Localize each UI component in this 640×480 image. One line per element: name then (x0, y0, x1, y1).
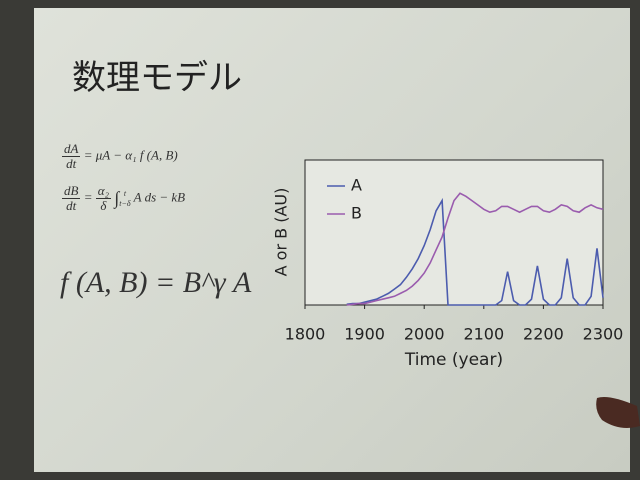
equation-rhs: A ds − kB (133, 189, 186, 205)
plot-area (304, 159, 604, 306)
equation: f (A, B) = B^γ A (60, 266, 252, 299)
x-tick-label: 2000 (404, 325, 445, 344)
limits: t t−δ (119, 189, 130, 209)
equation: dB dt = α₂ δ ∫ t t−δ A ds − kB (62, 184, 185, 213)
denominator: δ (100, 198, 107, 213)
hand (596, 397, 640, 428)
equals: = (83, 189, 93, 205)
legend-label: B (351, 204, 362, 223)
denominator: dt (66, 198, 77, 213)
numerator: dA (62, 141, 81, 157)
lower-limit: t−δ (119, 198, 131, 208)
slide-title: 数理モデル (72, 58, 242, 98)
fraction: α₂ δ (95, 183, 112, 213)
fraction: dA dt (62, 141, 81, 171)
x-tick-label: 2300 (583, 325, 624, 344)
fraction: dB dt (62, 183, 81, 213)
denominator: dt (66, 156, 77, 171)
series-line (346, 197, 604, 306)
legend-label: A (351, 176, 362, 195)
x-tick-label: 1800 (285, 325, 326, 344)
x-tick-label: 2100 (463, 325, 504, 344)
y-axis-title: A or B (AU) (272, 188, 291, 277)
numerator: α₂ (95, 183, 112, 199)
x-tick-label: 1900 (344, 325, 385, 344)
numerator: dB (62, 183, 81, 199)
x-tick-label: 2200 (523, 325, 564, 344)
upper-limit: t (123, 188, 127, 198)
x-axis-title: Time (year) (404, 350, 503, 370)
integral: ∫ (114, 188, 120, 208)
equation-rhs: = μA − α₁ f (A, B) (83, 147, 178, 163)
equation: dA dt = μA − α₁ f (A, B) (62, 142, 178, 171)
series-line (346, 192, 604, 306)
